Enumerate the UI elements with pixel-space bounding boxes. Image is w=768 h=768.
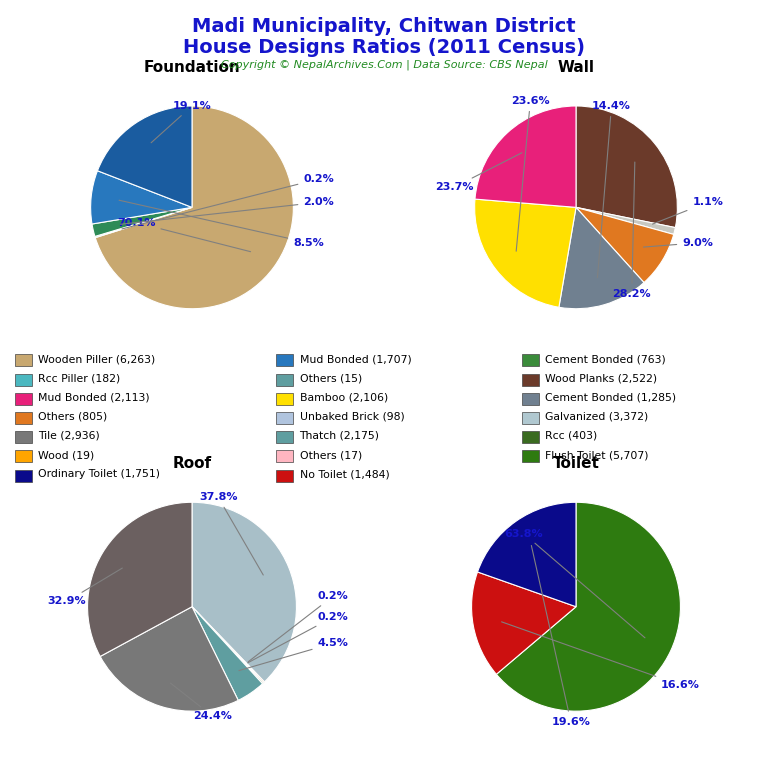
- Bar: [276, 412, 293, 424]
- Text: Madi Municipality, Chitwan District: Madi Municipality, Chitwan District: [192, 17, 576, 36]
- Text: 1.1%: 1.1%: [653, 197, 723, 224]
- Text: 0.2%: 0.2%: [122, 174, 334, 229]
- Wedge shape: [559, 207, 644, 309]
- Text: Rcc Piller (182): Rcc Piller (182): [38, 373, 121, 383]
- Text: No Toilet (1,484): No Toilet (1,484): [300, 469, 389, 479]
- Text: Mud Bonded (1,707): Mud Bonded (1,707): [300, 354, 412, 364]
- Wedge shape: [100, 607, 238, 711]
- Title: Roof: Roof: [173, 456, 211, 471]
- Wedge shape: [475, 106, 576, 207]
- Wedge shape: [192, 607, 264, 683]
- Wedge shape: [576, 207, 675, 234]
- Wedge shape: [95, 207, 192, 237]
- Text: Mud Bonded (2,113): Mud Bonded (2,113): [38, 392, 150, 402]
- Text: Ordinary Toilet (1,751): Ordinary Toilet (1,751): [38, 469, 161, 479]
- Text: Others (15): Others (15): [300, 373, 362, 383]
- Wedge shape: [88, 502, 192, 657]
- Bar: [522, 412, 539, 424]
- Text: 37.8%: 37.8%: [199, 492, 263, 575]
- Text: Thatch (2,175): Thatch (2,175): [300, 431, 379, 441]
- Text: Wooden Piller (6,263): Wooden Piller (6,263): [38, 354, 156, 364]
- Wedge shape: [91, 170, 192, 224]
- Bar: [15, 412, 32, 424]
- Bar: [276, 431, 293, 443]
- Text: Cement Bonded (763): Cement Bonded (763): [545, 354, 666, 364]
- Text: 16.6%: 16.6%: [502, 622, 700, 690]
- Bar: [522, 354, 539, 366]
- Bar: [15, 450, 32, 462]
- Bar: [15, 354, 32, 366]
- Text: 70.1%: 70.1%: [117, 217, 250, 252]
- Bar: [522, 373, 539, 386]
- Bar: [15, 431, 32, 443]
- Text: Copyright © NepalArchives.Com | Data Source: CBS Nepal: Copyright © NepalArchives.Com | Data Sou…: [220, 60, 548, 71]
- Wedge shape: [472, 572, 576, 674]
- Text: 28.2%: 28.2%: [612, 162, 651, 299]
- Text: 8.5%: 8.5%: [119, 200, 324, 248]
- Text: 19.6%: 19.6%: [531, 545, 591, 727]
- Title: Toilet: Toilet: [552, 456, 600, 471]
- Wedge shape: [95, 106, 293, 309]
- Text: Wood Planks (2,522): Wood Planks (2,522): [545, 373, 657, 383]
- Wedge shape: [92, 207, 192, 237]
- Bar: [276, 450, 293, 462]
- Text: Rcc (403): Rcc (403): [545, 431, 598, 441]
- Bar: [522, 450, 539, 462]
- Text: Flush Toilet (5,707): Flush Toilet (5,707): [545, 450, 649, 460]
- Bar: [15, 392, 32, 405]
- Bar: [276, 469, 293, 482]
- Bar: [276, 373, 293, 386]
- Text: Cement Bonded (1,285): Cement Bonded (1,285): [545, 392, 677, 402]
- Wedge shape: [98, 106, 192, 207]
- Text: Galvanized (3,372): Galvanized (3,372): [545, 412, 648, 422]
- Bar: [522, 392, 539, 405]
- Text: 63.8%: 63.8%: [505, 528, 645, 637]
- Text: 14.4%: 14.4%: [592, 101, 631, 277]
- Text: Others (805): Others (805): [38, 412, 108, 422]
- Wedge shape: [192, 607, 263, 684]
- Wedge shape: [475, 199, 576, 307]
- Wedge shape: [496, 502, 680, 711]
- Text: 32.9%: 32.9%: [48, 568, 122, 607]
- Wedge shape: [576, 207, 674, 283]
- Text: 0.2%: 0.2%: [248, 591, 349, 662]
- Bar: [276, 392, 293, 405]
- Text: 23.7%: 23.7%: [435, 153, 522, 192]
- Text: Tile (2,936): Tile (2,936): [38, 431, 100, 441]
- Text: 19.1%: 19.1%: [151, 101, 211, 143]
- Text: 0.2%: 0.2%: [248, 612, 349, 663]
- Text: House Designs Ratios (2011 Census): House Designs Ratios (2011 Census): [183, 38, 585, 58]
- Wedge shape: [478, 502, 576, 607]
- Title: Foundation: Foundation: [144, 61, 240, 75]
- Text: Wood (19): Wood (19): [38, 450, 94, 460]
- Text: 23.6%: 23.6%: [511, 96, 550, 251]
- Bar: [522, 431, 539, 443]
- Bar: [15, 373, 32, 386]
- Wedge shape: [192, 502, 296, 682]
- Text: 9.0%: 9.0%: [644, 238, 713, 248]
- Text: 24.4%: 24.4%: [170, 683, 233, 721]
- Text: Unbaked Brick (98): Unbaked Brick (98): [300, 412, 404, 422]
- Text: 4.5%: 4.5%: [239, 638, 349, 670]
- Text: Others (17): Others (17): [300, 450, 362, 460]
- Text: 2.0%: 2.0%: [121, 197, 334, 224]
- Bar: [276, 354, 293, 366]
- Text: Bamboo (2,106): Bamboo (2,106): [300, 392, 388, 402]
- Wedge shape: [576, 106, 677, 227]
- Title: Wall: Wall: [558, 61, 594, 75]
- Wedge shape: [192, 607, 263, 700]
- Bar: [15, 469, 32, 482]
